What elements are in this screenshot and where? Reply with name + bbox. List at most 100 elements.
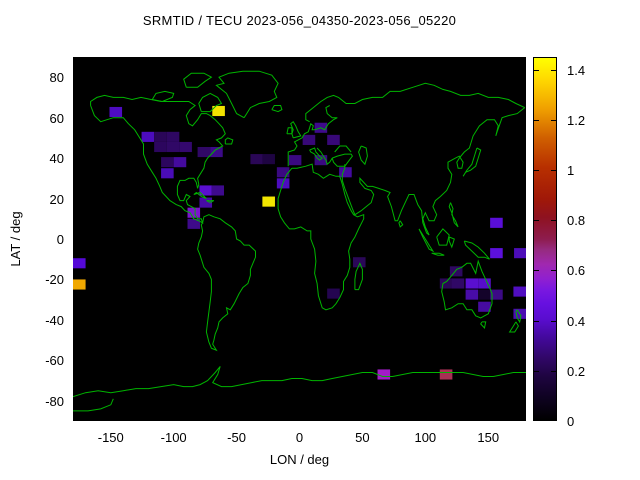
coastline-italy bbox=[309, 147, 324, 161]
colorbar-tick-mark bbox=[551, 320, 556, 322]
coastline-north_america bbox=[90, 94, 226, 224]
colorbar-tick-mark bbox=[551, 169, 556, 171]
heatmap-cell bbox=[352, 257, 366, 268]
heatmap-cell bbox=[276, 167, 290, 178]
heatmap-cell bbox=[154, 131, 167, 142]
coastline-sumatra bbox=[418, 228, 435, 253]
heatmap-cell bbox=[166, 131, 180, 142]
colorbar-tick-label: 0.2 bbox=[567, 363, 586, 379]
heatmap-cell bbox=[73, 258, 86, 269]
coastline-antarctica bbox=[73, 366, 526, 398]
y-tick-label: -80 bbox=[45, 393, 64, 409]
x-tick-label: 100 bbox=[414, 430, 437, 445]
colorbar-tick-mark bbox=[534, 419, 539, 420]
colorbar-tick-mark bbox=[551, 270, 556, 272]
heatmap-cell bbox=[377, 369, 391, 380]
x-axis-label: LON / deg bbox=[269, 452, 330, 467]
y-tick-label: 20 bbox=[49, 191, 64, 207]
heatmap-cell bbox=[478, 301, 491, 312]
coastline-sri_lanka bbox=[398, 220, 404, 228]
heatmap-cell bbox=[465, 289, 479, 300]
heatmap-cell bbox=[187, 207, 201, 218]
y-tick-label: -60 bbox=[45, 353, 64, 369]
heatmap-cell bbox=[314, 155, 328, 166]
coastline-ireland bbox=[286, 127, 293, 135]
colorbar-tick-mark bbox=[551, 370, 556, 372]
coastline-scandinavia_arctic_russia bbox=[305, 82, 525, 123]
coastline-victoria bbox=[151, 90, 175, 103]
heatmap-cell bbox=[179, 141, 192, 153]
heatmap-cell bbox=[451, 278, 465, 289]
colorbar-tick-label: 1.2 bbox=[567, 112, 586, 128]
heatmap-cell bbox=[141, 131, 155, 142]
colorbar-tick-mark bbox=[534, 169, 539, 171]
colorbar-tick-mark bbox=[534, 69, 539, 71]
x-tick-label: 0 bbox=[295, 430, 304, 445]
colorbar-tick-label: 0 bbox=[567, 414, 575, 429]
heatmap-cell bbox=[327, 134, 340, 145]
colorbar-tick-mark bbox=[534, 119, 539, 121]
y-tick-label: 40 bbox=[49, 151, 64, 167]
heatmap-cell bbox=[327, 288, 340, 299]
colorbar-tick-mark bbox=[534, 270, 539, 272]
heatmap-cell bbox=[478, 278, 491, 289]
coastline-sulawesi bbox=[448, 236, 455, 249]
heatmap-cell bbox=[199, 185, 213, 196]
colorbar-tick-mark bbox=[551, 69, 556, 71]
coastline-greenland bbox=[215, 70, 279, 119]
heatmap-cell bbox=[288, 155, 302, 166]
heatmap-cell bbox=[210, 146, 223, 158]
coastline-ross_shelf bbox=[73, 398, 114, 412]
coastline-ellesmere bbox=[183, 72, 213, 88]
x-tick-label: -150 bbox=[97, 430, 124, 445]
heatmap-cell bbox=[154, 141, 167, 153]
coastline-madagascar bbox=[354, 262, 363, 291]
heatmap-cell bbox=[465, 278, 479, 289]
y-tick-label: 80 bbox=[49, 70, 64, 86]
colorbar-tick-label: 0.8 bbox=[567, 213, 586, 229]
heatmap-cell bbox=[339, 167, 352, 178]
colorbar-tick-mark bbox=[534, 220, 539, 222]
colorbar-tick-mark bbox=[534, 320, 539, 322]
heatmap-cell bbox=[490, 289, 503, 300]
heatmap-cell bbox=[109, 106, 123, 118]
heatmap-cell bbox=[513, 286, 526, 297]
heatmap-cell bbox=[166, 141, 180, 153]
heatmap-cell bbox=[262, 196, 275, 207]
coastline-baffin bbox=[198, 92, 223, 113]
heatmap-cell bbox=[161, 168, 174, 179]
coastline-south_america bbox=[197, 214, 256, 352]
coastline-europe_west bbox=[287, 122, 315, 167]
coastline-caspian bbox=[358, 145, 368, 166]
heatmap-cell bbox=[490, 248, 503, 259]
coastline-philippines bbox=[448, 202, 459, 228]
heatmap-cell bbox=[73, 279, 86, 290]
colorbar-tick-mark bbox=[551, 119, 556, 121]
heatmap-cell bbox=[212, 105, 225, 117]
y-tick-label: 0 bbox=[56, 232, 64, 247]
heatmap-cell bbox=[211, 185, 224, 196]
y-tick-label: 60 bbox=[49, 110, 64, 126]
coastline-nz_south bbox=[508, 321, 519, 333]
coastline-australia bbox=[441, 259, 493, 319]
coastline-turkey bbox=[331, 153, 354, 167]
coastline-java bbox=[431, 252, 445, 256]
world-map-svg bbox=[73, 70, 526, 412]
colorbar-tick-label: 1 bbox=[567, 162, 575, 178]
x-tick-label: 150 bbox=[477, 430, 500, 445]
heatmap-cell bbox=[439, 278, 453, 289]
heatmap-cell bbox=[262, 154, 275, 165]
y-tick-label: -20 bbox=[45, 272, 64, 288]
heatmap-cell bbox=[197, 146, 211, 158]
coastline-east_asia_to_levant bbox=[341, 107, 526, 236]
coastline-cuba bbox=[193, 191, 207, 200]
coastline-baltic bbox=[314, 105, 338, 131]
heatmap-cell bbox=[199, 197, 213, 208]
coastline-greece_balkans bbox=[316, 147, 333, 166]
colorbar-tick-label: 0.4 bbox=[567, 313, 586, 329]
coastline-africa bbox=[277, 163, 365, 311]
colorbar-tick-label: 1.4 bbox=[567, 62, 586, 78]
world-map-plot bbox=[73, 57, 526, 421]
heatmap-cell bbox=[161, 157, 174, 168]
